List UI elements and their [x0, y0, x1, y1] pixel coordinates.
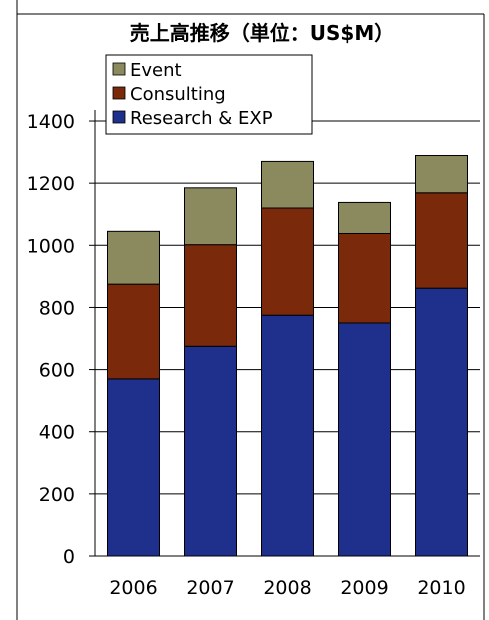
legend-label-consulting: Consulting — [130, 84, 226, 105]
bar-segment-consulting-2010 — [415, 192, 468, 289]
bar-segment-event-2006 — [107, 230, 160, 285]
legend-box — [105, 54, 313, 135]
bar-segment-event-2008 — [261, 160, 314, 209]
x-tick-label: 2006 — [109, 577, 157, 599]
legend-swatch-research — [112, 110, 126, 124]
bar-segment-event-2010 — [415, 155, 468, 194]
y-tick-label: 400 — [39, 422, 75, 444]
y-tick-labels: 0 200 400 600 800 1000 1200 1400 — [27, 111, 95, 568]
bars — [107, 155, 468, 557]
bar-segment-consulting-2007 — [184, 244, 237, 347]
x-tick-label: 2009 — [340, 577, 388, 599]
bar-segment-consulting-2006 — [107, 283, 160, 380]
x-tick-label: 2007 — [186, 577, 234, 599]
bar-segment-consulting-2009 — [338, 232, 391, 324]
legend-label-event: Event — [130, 60, 182, 81]
bar-segment-research-exp-2010 — [415, 287, 468, 557]
bar-segment-research-exp-2007 — [184, 345, 237, 557]
y-tick-label: 200 — [39, 484, 75, 506]
bar-segment-consulting-2008 — [261, 207, 314, 316]
x-tick-label: 2008 — [263, 577, 311, 599]
chart-title: 売上高推移（単位：US$M） — [130, 21, 394, 45]
y-tick-label: 1200 — [27, 173, 75, 195]
legend-swatch-consulting — [112, 86, 126, 100]
y-tick-label: 0 — [63, 546, 75, 568]
bar-segment-event-2009 — [338, 201, 391, 234]
y-tick-label: 800 — [39, 297, 75, 319]
y-tick-label: 1400 — [27, 111, 75, 133]
y-tick-label: 600 — [39, 360, 75, 382]
bar-segment-research-exp-2009 — [338, 322, 391, 557]
legend-swatch-event — [112, 62, 126, 76]
y-tick-label: 1000 — [27, 235, 75, 257]
bar-segment-event-2007 — [184, 187, 237, 246]
x-tick-labels: 2006 2007 2008 2009 2010 — [109, 577, 465, 599]
bar-segment-research-exp-2006 — [107, 378, 160, 557]
x-tick-label: 2010 — [417, 577, 465, 599]
bar-segment-research-exp-2008 — [261, 314, 314, 557]
legend: Event Consulting Research & EXP — [105, 54, 313, 135]
legend-label-research: Research & EXP — [130, 108, 273, 129]
